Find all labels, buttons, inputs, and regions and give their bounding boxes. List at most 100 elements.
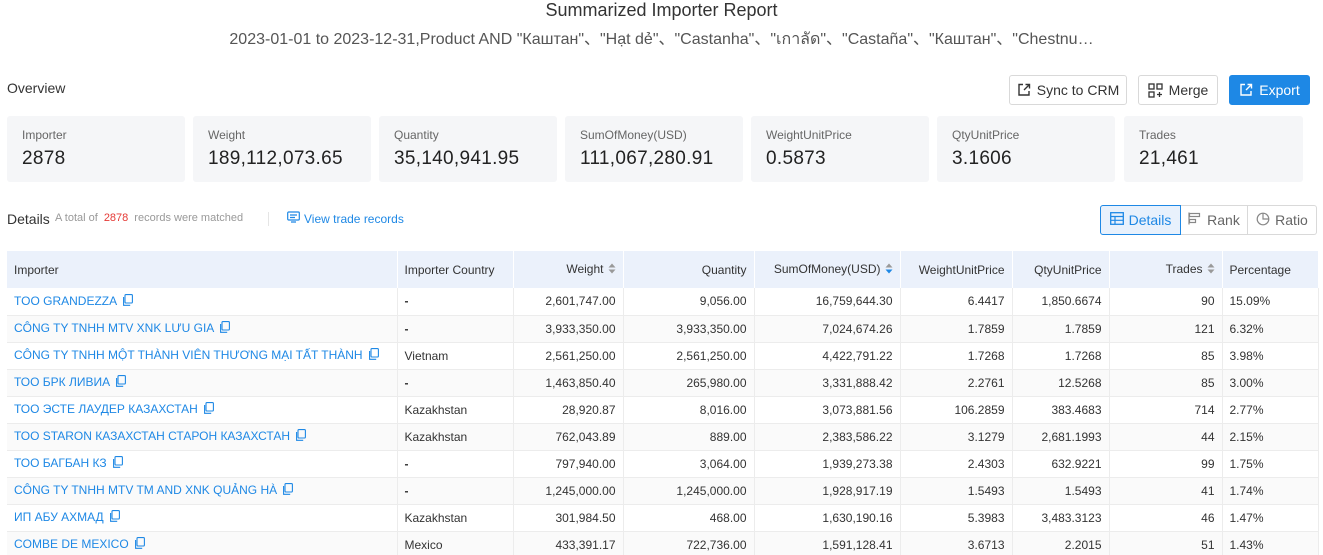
stat-card-weight-unit-price: WeightUnitPrice 0.5873 (751, 116, 929, 182)
cell-percentage: 1.47% (1222, 504, 1319, 532)
col-header-trades[interactable]: Trades (1109, 251, 1223, 288)
copy-icon[interactable] (112, 456, 123, 471)
col-header-importer-country: Importer Country (397, 251, 514, 288)
cell-qty-unit-price: 1.5493 (1012, 477, 1110, 505)
total-suffix: records were matched (134, 212, 244, 224)
cell-sum-of-money: 1,591,128.41 (754, 531, 901, 555)
cell-quantity: 3,933,350.00 (623, 315, 755, 343)
importer-link[interactable]: ТОО БАГБАН КЗ (14, 456, 107, 470)
copy-icon[interactable] (122, 293, 134, 309)
cell-sum-of-money: 1,939,273.38 (754, 450, 901, 478)
sync-icon (1017, 83, 1031, 97)
cell-quantity: 468.00 (623, 504, 755, 532)
cell-trades: 90 (1109, 288, 1223, 316)
cell-trades: 85 (1109, 369, 1223, 397)
importer-link[interactable]: CÔNG TY TNHH MỘT THÀNH VIÊN THƯƠNG MẠI T… (14, 348, 363, 362)
cell-qty-unit-price: 3,483.3123 (1012, 504, 1110, 532)
stat-value: 21,461 (1139, 148, 1199, 169)
cell-percentage: 2.77% (1222, 396, 1319, 424)
col-header-importer: Importer (7, 251, 398, 288)
copy-icon[interactable] (203, 402, 214, 417)
importer-link[interactable]: COMBE DE MEXICO (14, 537, 129, 551)
view-trade-records-link[interactable]: View trade records (287, 211, 404, 226)
stat-value: 35,140,941.95 (394, 148, 520, 169)
cell-weight: 2,601,747.00 (513, 288, 624, 316)
importer-link[interactable]: ТОО ЭСТЕ ЛАУДЕР КАЗАХСТАН (14, 402, 198, 416)
sort-icon[interactable] (608, 263, 616, 277)
cell-country: - (397, 315, 514, 343)
export-icon (1239, 83, 1253, 97)
table-row: CÔNG TY TNHH MỘT THÀNH VIÊN THƯƠNG MẠI T… (7, 342, 1319, 370)
importer-link[interactable]: CÔNG TY TNHH MTV TM AND XNK QUẢNG HÀ (14, 483, 278, 497)
tab-details-label: Details (1128, 212, 1172, 228)
overview-label: Overview (7, 80, 66, 96)
copy-icon[interactable] (134, 537, 145, 552)
table-header-row: Importer Importer Country Weight Quantit… (7, 251, 1319, 288)
sort-icon[interactable] (885, 263, 893, 277)
rank-bars-icon (1188, 212, 1202, 228)
tab-details[interactable]: Details (1100, 205, 1181, 235)
cell-qty-unit-price: 632.9221 (1012, 450, 1110, 478)
cell-percentage: 3.98% (1222, 342, 1319, 370)
export-button[interactable]: Export (1229, 75, 1310, 105)
copy-icon[interactable] (282, 483, 294, 498)
trade-records-icon (287, 211, 300, 226)
cell-sum-of-money: 7,024,674.26 (754, 315, 901, 343)
merge-button[interactable]: Merge (1138, 75, 1218, 105)
cell-qty-unit-price: 1,850.6674 (1012, 288, 1110, 316)
col-header-sum-of-money[interactable]: SumOfMoney(USD) (754, 251, 901, 288)
copy-icon[interactable] (368, 348, 379, 363)
cell-sum-of-money: 3,331,888.42 (754, 369, 901, 397)
tab-ratio-label: Ratio (1275, 212, 1308, 228)
cell-weight: 762,043.89 (513, 423, 624, 451)
copy-icon[interactable] (219, 321, 231, 336)
cell-importer: CÔNG TY TNHH MTV XNK LƯU GIA (7, 315, 398, 343)
cell-weight-unit-price: 3.1279 (900, 423, 1013, 451)
cell-weight-unit-price: 2.4303 (900, 450, 1013, 478)
stat-value: 111,067,280.91 (580, 148, 714, 169)
sync-to-crm-button[interactable]: Sync to CRM (1009, 75, 1127, 105)
col-header-sum-of-money-label: SumOfMoney(USD) (773, 262, 881, 277)
cell-quantity: 9,056.00 (623, 288, 755, 316)
copy-icon[interactable] (295, 429, 306, 444)
table-row: CÔNG TY TNHH MTV XNK LƯU GIA - 3,933,350.0… (7, 315, 1319, 343)
stat-label: QtyUnitPrice (952, 128, 1020, 142)
cell-country: Kazakhstan (397, 396, 514, 424)
importer-link[interactable]: ТОО STARON КАЗАХСТАН СТАРОН КАЗАХСТАН (14, 429, 291, 443)
cell-quantity: 3,064.00 (623, 450, 755, 478)
col-header-qty-unit-price: QtyUnitPrice (1012, 251, 1110, 288)
stat-label: SumOfMoney(USD) (580, 128, 687, 142)
cell-importer: TOO GRANDEZZA (7, 288, 398, 316)
cell-percentage: 1.74% (1222, 477, 1319, 505)
tab-rank[interactable]: Rank (1181, 205, 1248, 235)
merge-icon (1148, 82, 1163, 98)
tab-ratio[interactable]: Ratio (1248, 205, 1317, 235)
page-title: Summarized Importer Report (545, 0, 778, 20)
col-header-percentage: Percentage (1222, 251, 1319, 288)
cell-percentage: 1.43% (1222, 531, 1319, 555)
cell-sum-of-money: 16,759,644.30 (754, 288, 901, 316)
importer-link[interactable]: CÔNG TY TNHH MTV XNK LƯU GIA (14, 321, 215, 335)
col-header-weight-label: Weight (566, 262, 604, 277)
copy-icon[interactable] (109, 510, 120, 525)
table-row: ТОО STARON КАЗАХСТАН СТАРОН КАЗАХСТАН Kaz… (7, 423, 1319, 451)
stat-label: Quantity (394, 128, 439, 142)
cell-weight-unit-price: 1.5493 (900, 477, 1013, 505)
cell-percentage: 3.00% (1222, 369, 1319, 397)
stat-label: Trades (1139, 128, 1176, 142)
stat-value: 3.1606 (952, 148, 1012, 169)
cell-quantity: 1,245,000.00 (623, 477, 755, 505)
table-row: ТОО ЭСТЕ ЛАУДЕР КАЗАХСТАН Kazakhstan 28,92… (7, 396, 1319, 424)
importer-link[interactable]: ТОО БРК ЛИВИА (14, 375, 111, 389)
copy-icon[interactable] (115, 375, 127, 390)
col-header-weight[interactable]: Weight (513, 251, 624, 288)
importer-link[interactable]: ИП АБУ АХМАД (14, 510, 104, 524)
importer-link[interactable]: TOO GRANDEZZA (14, 293, 118, 308)
tab-rank-label: Rank (1207, 212, 1240, 228)
table-row: CÔNG TY TNHH MTV TM AND XNK QUẢNG HÀ -1,2… (7, 477, 1319, 505)
cell-trades: 51 (1109, 531, 1223, 555)
sort-icon[interactable] (1207, 263, 1215, 277)
total-prefix: A total of (55, 212, 98, 224)
table-icon (1109, 212, 1124, 228)
cell-country: Kazakhstan (397, 504, 514, 532)
